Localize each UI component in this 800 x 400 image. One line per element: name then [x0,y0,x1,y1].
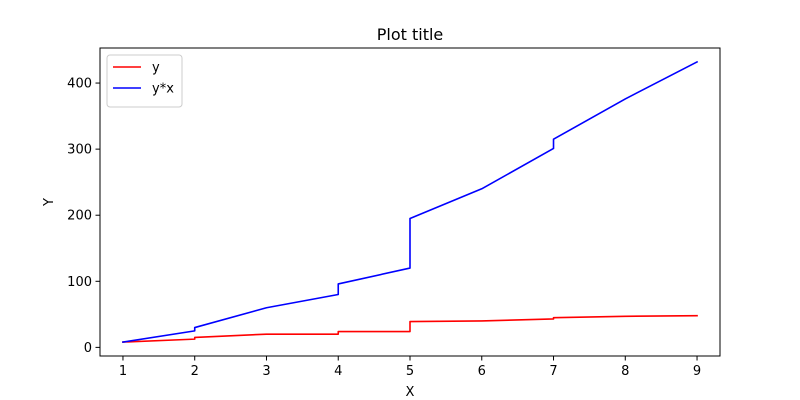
series-line-2 [122,60,699,344]
x-axis-label: X [406,385,415,400]
series-lines [122,60,699,344]
x-tick-label: 1 [119,364,127,379]
plot-frame [99,47,721,357]
x-tick-label: 3 [262,364,270,379]
series-line-1 [122,314,698,343]
chart-title: Plot title [377,25,444,44]
axis-ticks: 1 2 3 4 5 6 7 8 9 0 100 200 300 400 [67,77,701,379]
y-axis-label: Y [42,198,57,207]
y-tick-label: 100 [67,275,92,290]
y-tick-label: 400 [67,77,92,92]
y-tick-label: 300 [67,143,92,158]
x-tick-label: 5 [406,364,414,379]
x-tick-label: 6 [478,364,486,379]
x-tick-label: 7 [549,364,557,379]
x-tick-label: 9 [693,364,701,379]
legend: y y*x [106,54,183,108]
legend-label: y*x [152,82,174,97]
x-tick-label: 2 [191,364,199,379]
y-tick-label: 200 [67,209,92,224]
x-tick-label: 8 [621,364,629,379]
legend-label: y [152,61,160,76]
x-tick-label: 4 [334,364,342,379]
y-tick-label: 0 [84,341,92,356]
legend-box [106,54,183,108]
